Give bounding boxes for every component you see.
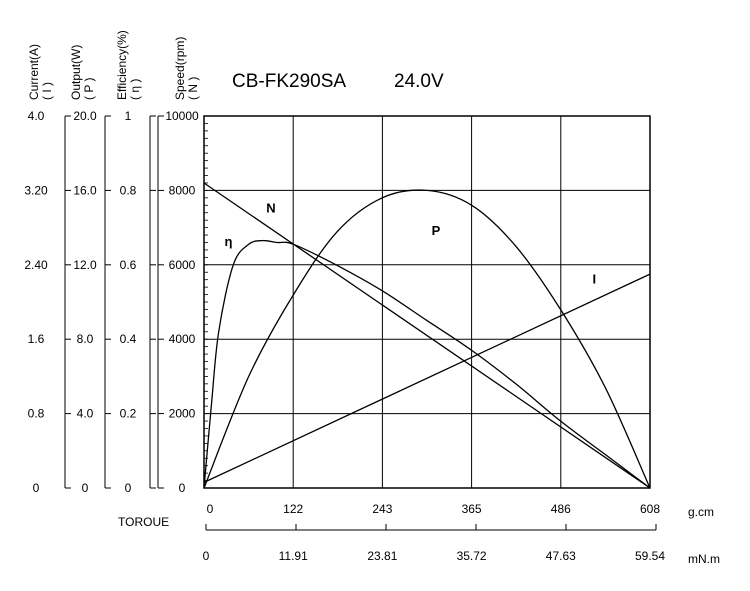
tick-label-efficiency: 0.4 <box>120 332 137 346</box>
tick-label-output: 8.0 <box>77 332 94 346</box>
axis-symbol-speed: ( N ) <box>186 77 200 100</box>
torque-gcm-unit: g.cm <box>688 505 714 519</box>
series-label-P: P <box>432 223 441 238</box>
axis-title-speed: Speed(rpm)( N ) <box>173 37 200 100</box>
tick-label-efficiency: 1 <box>125 109 132 123</box>
tick-label-speed: 10000 <box>165 109 199 123</box>
series-label-I: I <box>592 271 596 286</box>
plot-grid <box>203 115 651 489</box>
tick-label-current: 1.6 <box>28 332 45 346</box>
tick-label-efficiency: 0.2 <box>120 407 137 421</box>
torque-label: TOROUE <box>118 515 169 529</box>
tick-label-efficiency: 0.6 <box>120 258 137 272</box>
axis-title-current: Current(A)( I ) <box>27 44 54 100</box>
series-line-P <box>203 189 651 489</box>
torque-mnm-tick-label: 11.91 <box>279 549 308 563</box>
series-label-eta: η <box>225 234 233 249</box>
axis-label-current: Current(A) <box>27 44 41 100</box>
torque-gcm-tick-label: 486 <box>551 502 571 516</box>
voltage-label: 24.0V <box>394 71 444 92</box>
tick-label-current: 4.0 <box>28 109 45 123</box>
tick-label-output: 20.0 <box>73 109 97 123</box>
series-line-eta <box>203 239 651 489</box>
tick-label-output: 0 <box>82 481 89 495</box>
series-line-I <box>203 273 651 483</box>
tick-label-output: 4.0 <box>77 407 94 421</box>
axis-symbol-efficiency: ( η ) <box>128 79 142 100</box>
torque-mnm-tick-label: 35.72 <box>457 549 487 563</box>
tick-label-current: 0 <box>33 481 40 495</box>
torque-mnm-tick-label: 59.54 <box>635 549 665 563</box>
plot-frame <box>203 115 651 489</box>
axis-title-output: Output(W)( P ) <box>69 45 96 100</box>
torque-mnm-tick-label: 47.63 <box>546 549 576 563</box>
tick-label-speed: 2000 <box>169 407 196 421</box>
series-curves: N I Pη <box>203 182 651 489</box>
axis-symbol-output: ( P ) <box>82 78 96 100</box>
torque-gcm-tick-label: 243 <box>372 502 392 516</box>
tick-label-speed: 8000 <box>169 183 196 197</box>
y-axes: 4.0 3.20 2.40 1.6 0.8 0 Current(A)( I ) 20.0 16.… <box>24 30 200 495</box>
tick-label-efficiency: 0.8 <box>120 183 137 197</box>
tick-label-current: 2.40 <box>24 258 48 272</box>
series-line-N <box>203 182 651 489</box>
axis-title-efficiency: Efficiency(%)( η ) <box>115 30 142 100</box>
torque-mnm-unit: mN.m <box>688 552 720 566</box>
tick-label-speed: 4000 <box>169 332 196 346</box>
axis-label-efficiency: Efficiency(%) <box>115 30 129 100</box>
torque-gcm-tick-label: 365 <box>462 502 482 516</box>
tick-label-current: 0.8 <box>28 407 45 421</box>
torque-mnm-tick-label: 0 <box>203 549 210 563</box>
tick-label-output: 12.0 <box>73 258 97 272</box>
tick-label-output: 16.0 <box>73 183 97 197</box>
torque-gcm-tick-label: 0 <box>207 502 214 516</box>
axis-label-speed: Speed(rpm) <box>173 37 187 100</box>
torque-gcm-tick-label: 608 <box>640 502 660 516</box>
axis-label-output: Output(W) <box>69 45 83 100</box>
chart-title: CB-FK290SA <box>232 71 346 92</box>
tick-label-efficiency: 0 <box>125 481 132 495</box>
axis-symbol-current: ( I ) <box>40 82 54 100</box>
tick-label-speed: 6000 <box>169 258 196 272</box>
series-label-N: N <box>266 201 275 216</box>
torque-gcm-tick-label: 122 <box>283 502 303 516</box>
tick-label-current: 3.20 <box>24 183 48 197</box>
torque-axes: 0 122 243 365 486 608 g.cm TOROUE 0 11.91 23.81 35.… <box>118 502 720 566</box>
tick-label-speed: 0 <box>179 481 186 495</box>
torque-mnm-tick-label: 23.81 <box>367 549 397 563</box>
